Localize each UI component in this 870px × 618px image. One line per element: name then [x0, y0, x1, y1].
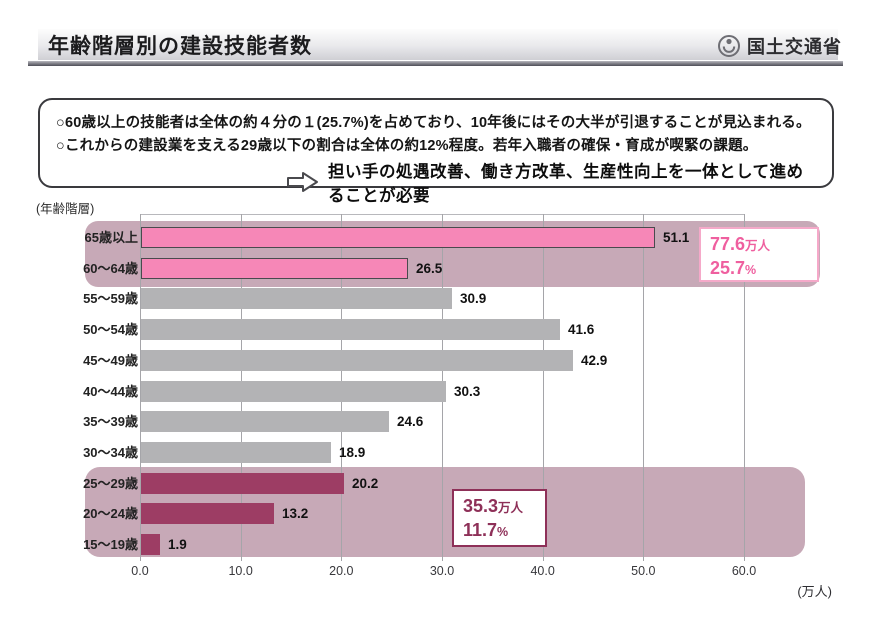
bar: [141, 258, 408, 279]
gridline: [744, 214, 745, 561]
bar: [141, 227, 655, 248]
x-tick-label: 0.0: [131, 564, 149, 578]
x-tick-label: 60.0: [731, 564, 757, 578]
senior-pct-value: 25.7: [710, 258, 746, 278]
bar: [141, 442, 331, 463]
bar: [141, 288, 452, 309]
conclusion-row: 担い手の処遇改善、働き方改革、生産性向上を一体として進めることが必要: [56, 158, 816, 206]
unit-label: (万人): [797, 584, 832, 599]
summary-box: ○60歳以上の技能者は全体の約４分の１(25.7%)を占めており、10年後にはそ…: [38, 98, 834, 205]
agency-logo: 国土交通省: [717, 33, 842, 59]
annotation-young-box: 35.3万人 11.7%: [452, 489, 547, 547]
agency-name: 国土交通省: [747, 37, 842, 57]
category-label: 25～29歳: [83, 476, 138, 491]
value-label: 30.3: [454, 384, 481, 399]
category-label: 40～44歳: [83, 384, 138, 399]
category-label: 35～39歳: [83, 414, 138, 429]
value-label: 20.2: [352, 476, 379, 491]
bar: [141, 319, 560, 340]
x-tick-label: 10.0: [228, 564, 253, 578]
bar: [141, 350, 573, 371]
value-label: 41.6: [568, 322, 595, 337]
age-axis-caption: (年齢階層): [36, 202, 95, 216]
senior-pct-unit: %: [745, 263, 757, 277]
gridline: [542, 214, 544, 561]
senior-total-unit: 万人: [745, 239, 771, 253]
bar: [141, 473, 344, 494]
mlit-logo-icon: [718, 35, 740, 57]
annotation-senior-box: 77.6万人 25.7%: [699, 227, 819, 282]
category-label: 30～34歳: [83, 445, 138, 460]
value-label: 51.1: [663, 230, 690, 245]
category-label: 20～24歳: [83, 506, 138, 521]
x-tick-label: 30.0: [429, 564, 455, 578]
page-title: 年齢階層別の建設技能者数: [48, 34, 312, 58]
value-label: 42.9: [581, 353, 608, 368]
x-tick-label: 20.0: [329, 564, 354, 578]
young-total-value: 35.3: [463, 496, 499, 516]
bar: [141, 503, 274, 524]
conclusion-text: 担い手の処遇改善、働き方改革、生産性向上を一体として進めることが必要: [328, 163, 804, 205]
value-label: 1.9: [168, 537, 187, 552]
category-label: 60～64歳: [83, 261, 138, 276]
x-tick-label: 50.0: [631, 564, 656, 578]
bar: [141, 534, 160, 555]
category-label: 55～59歳: [83, 291, 138, 306]
young-total-unit: 万人: [498, 501, 524, 515]
value-label: 13.2: [282, 506, 309, 521]
summary-line-2: ○これからの建設業を支える29歳以下の割合は全体の約12%程度。若年入職者の確保…: [56, 138, 758, 154]
value-label: 26.5: [416, 261, 443, 276]
title-underline: [28, 61, 843, 66]
bar: [141, 411, 389, 432]
right-arrow-icon: [287, 172, 318, 192]
gridline: [140, 214, 141, 561]
senior-total-value: 77.6: [710, 234, 746, 254]
value-label: 18.9: [339, 445, 366, 460]
summary-line-1: ○60歳以上の技能者は全体の約４分の１(25.7%)を占めており、10年後にはそ…: [56, 115, 811, 131]
x-tick-label: 40.0: [530, 564, 555, 578]
category-label: 65歳以上: [84, 230, 138, 245]
category-label: 15～19歳: [83, 537, 138, 552]
gridline: [643, 214, 645, 561]
young-pct-unit: %: [497, 525, 509, 539]
category-label: 50～54歳: [83, 322, 138, 337]
title-bar: 年齢階層別の建設技能者数: [38, 29, 838, 60]
value-label: 30.9: [460, 291, 487, 306]
category-label: 45～49歳: [83, 353, 138, 368]
young-pct-value: 11.7: [463, 520, 498, 540]
value-label: 24.6: [397, 414, 424, 429]
bar: [141, 381, 446, 402]
